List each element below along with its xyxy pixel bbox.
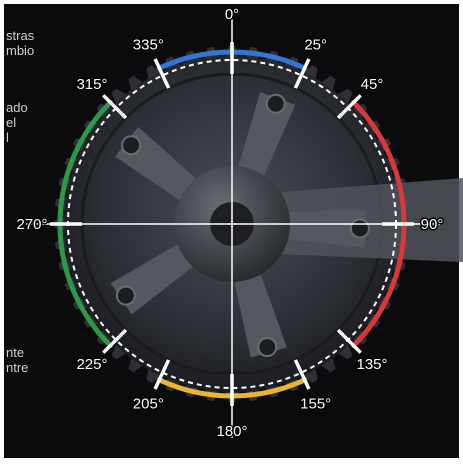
angle-tick [153,359,171,390]
side-text-line: l [6,130,9,145]
angle-label: 25° [304,37,327,54]
side-text-line: mbio [6,43,35,58]
angle-tick [102,328,128,354]
chainring-tooth [111,88,128,105]
chainring-tooth [146,367,162,384]
chainring-bolt [265,93,286,114]
angle-label: 315° [76,76,107,93]
angle-label: 180° [216,423,247,440]
angle-tick [336,328,362,354]
angle-label: 335° [133,37,164,54]
chainring-tooth [320,75,336,92]
side-text-line: ado [6,100,28,115]
angle-label: 205° [133,395,164,412]
spider-arm [233,91,296,193]
chainring-tooth [146,64,162,81]
chainring-bolt [121,135,142,156]
angle-tick [153,58,171,89]
angle-tick [293,58,311,89]
chainring-tooth [320,356,336,373]
side-text-line: ntre [6,360,29,375]
chainring-bolt [257,337,278,358]
angle-tick [102,94,128,120]
chainring-tooth [336,88,353,105]
angle-labels: 0° 25° 45° 90° 135° 155° 180° 205° 225° 270° 315° 3… [15,5,445,442]
side-text-left: stras mbio [6,28,34,58]
chainring-tooth [302,64,318,81]
angle-label: 135° [356,356,387,373]
side-text-left-mid: ado el l [6,100,28,145]
angle-label: 90° [421,216,444,233]
angle-label: 225° [76,356,107,373]
angle-tick [293,359,311,390]
chainring-tooth [128,75,144,92]
side-text-bottom: nte ntre [6,345,28,375]
chainring-bolts [115,93,370,358]
angle-label: 270° [16,216,47,233]
chainring-bolt [349,218,370,239]
side-text-line: stras [6,28,35,43]
spider-arm [230,257,287,358]
angle-label: 0° [225,6,239,23]
side-text-line: el [6,115,17,130]
angle-ticks [50,42,414,406]
chainring-tooth [128,356,144,373]
angle-label: 155° [300,395,331,412]
chainring-bolt [115,285,136,306]
spider-arm [269,209,367,248]
angle-tick [336,94,362,120]
chainring-tooth [302,367,318,384]
chainring-tooth [336,343,353,360]
side-text-line: nte [6,345,25,360]
angle-label: 45° [361,76,384,93]
chainring-tooth [111,343,128,360]
